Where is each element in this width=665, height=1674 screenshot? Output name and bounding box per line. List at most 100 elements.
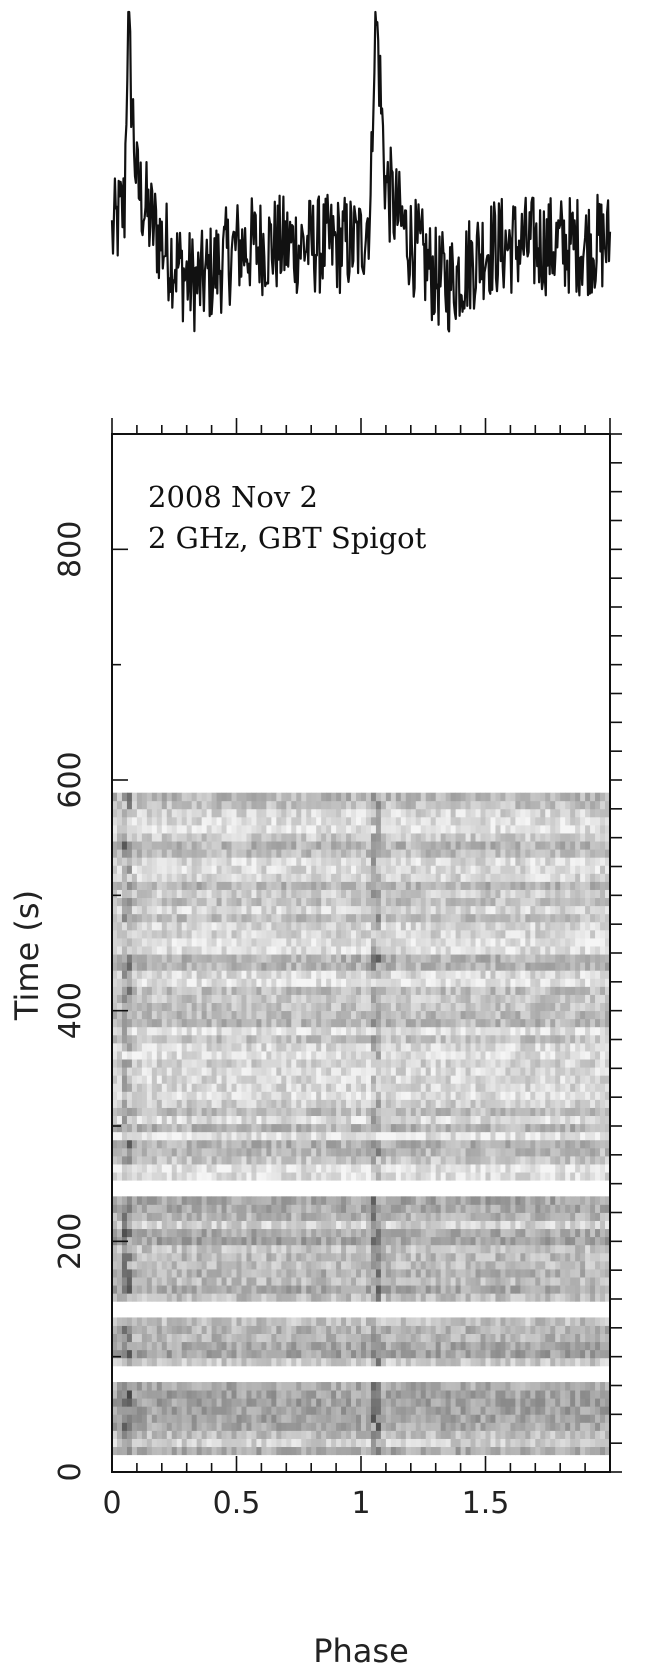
- heatmap-cell: [271, 1212, 277, 1221]
- heatmap-cell: [321, 1099, 327, 1108]
- heatmap-cell: [176, 1285, 183, 1294]
- heatmap-cell: [316, 1123, 322, 1133]
- heatmap-cell: [435, 1018, 442, 1028]
- heatmap-cell: [520, 1123, 526, 1133]
- heatmap-cell: [246, 1059, 252, 1068]
- heatmap-cell: [256, 1349, 262, 1359]
- heatmap-cell: [415, 1172, 422, 1181]
- heatmap-cell: [520, 1131, 526, 1141]
- heatmap-cell: [525, 1325, 531, 1334]
- heatmap-cell: [500, 1244, 506, 1254]
- heatmap-cell: [186, 1196, 193, 1205]
- heatmap-cell: [161, 1147, 168, 1157]
- heatmap-cell: [365, 1406, 372, 1415]
- heatmap-cell: [321, 1277, 327, 1286]
- heatmap-cell: [475, 1333, 481, 1343]
- heatmap-cell: [435, 1252, 442, 1262]
- heatmap-cell: [291, 1075, 297, 1084]
- heatmap-cell: [545, 1349, 551, 1359]
- heatmap-cell: [112, 1341, 118, 1351]
- heatmap-cell: [570, 1357, 576, 1367]
- heatmap-cell: [116, 1115, 123, 1125]
- heatmap-cell: [420, 1285, 427, 1294]
- heatmap-cell: [121, 1051, 128, 1060]
- heatmap-cell: [600, 1123, 606, 1133]
- heatmap-cell: [455, 1002, 461, 1012]
- heatmap-cell: [415, 1357, 422, 1367]
- heatmap-cell: [211, 1059, 217, 1068]
- heatmap-cell: [500, 1414, 506, 1423]
- heatmap-cell: [420, 1139, 427, 1149]
- heatmap-cell: [336, 1357, 342, 1367]
- heatmap-cell: [585, 1075, 591, 1084]
- heatmap-cell: [226, 1406, 232, 1415]
- heatmap-cell: [296, 1115, 302, 1125]
- heatmap-cell: [550, 1051, 556, 1060]
- heatmap-cell: [575, 1260, 581, 1270]
- heatmap-cell: [510, 1107, 516, 1117]
- heatmap-cell: [410, 1341, 417, 1351]
- heatmap-cell: [306, 1212, 312, 1221]
- heatmap-cell: [405, 1075, 412, 1084]
- heatmap-cell: [246, 1091, 252, 1100]
- heatmap-cell: [575, 1083, 581, 1092]
- heatmap-cell: [231, 1357, 237, 1367]
- heatmap-cell: [341, 1438, 347, 1448]
- heatmap-cell: [545, 1139, 551, 1149]
- heatmap-cell: [196, 1034, 203, 1044]
- heatmap-cell: [445, 1406, 452, 1415]
- heatmap-cell: [136, 1059, 143, 1068]
- heatmap-cell: [500, 1204, 506, 1213]
- heatmap-cell: [430, 1091, 437, 1100]
- heatmap-cell: [126, 1357, 133, 1367]
- heatmap-cell: [505, 1155, 511, 1165]
- heatmap-cell: [296, 1123, 302, 1133]
- heatmap-cell: [375, 1390, 382, 1399]
- heatmap-cell: [191, 1357, 198, 1367]
- heatmap-cell: [201, 1164, 208, 1173]
- heatmap-cell: [370, 1155, 377, 1165]
- heatmap-cell: [321, 1067, 327, 1076]
- heatmap-cell: [400, 1164, 407, 1173]
- heatmap-cell: [231, 1430, 237, 1439]
- heatmap-cell: [241, 1083, 247, 1092]
- heatmap-cell: [395, 1252, 402, 1262]
- heatmap-cell: [241, 1172, 247, 1181]
- heatmap-cell: [131, 1357, 138, 1367]
- heatmap-cell: [435, 1333, 442, 1343]
- heatmap-cell: [146, 1172, 153, 1181]
- heatmap-cell: [375, 1398, 382, 1407]
- heatmap-cell: [415, 1067, 422, 1076]
- heatmap-cell: [286, 1269, 292, 1278]
- heatmap-cell: [216, 1042, 222, 1052]
- heatmap-cell: [465, 1123, 471, 1133]
- heatmap-cell: [166, 1018, 173, 1028]
- heatmap-cell: [495, 1341, 501, 1351]
- heatmap-cell: [445, 1204, 452, 1213]
- heatmap-cell: [201, 1010, 208, 1020]
- heatmap-cell: [510, 1422, 516, 1431]
- heatmap-cell: [380, 1382, 387, 1391]
- heatmap-cell: [530, 1244, 536, 1254]
- heatmap-cell: [390, 1293, 397, 1302]
- heatmap-cell: [365, 1244, 372, 1254]
- heatmap-cell: [545, 1269, 551, 1278]
- heatmap-cell: [375, 1139, 382, 1149]
- heatmap-cell: [590, 1018, 596, 1028]
- heatmap-cell: [191, 1277, 198, 1286]
- heatmap-cell: [515, 1220, 521, 1230]
- heatmap-cell: [316, 1220, 322, 1230]
- heatmap-cell: [485, 1196, 491, 1205]
- heatmap-cell: [301, 1317, 307, 1326]
- heatmap-cell: [161, 1236, 168, 1246]
- heatmap-cell: [326, 1357, 332, 1367]
- heatmap-cell: [251, 1107, 257, 1117]
- heatmap-cell: [555, 1422, 561, 1431]
- heatmap-cell: [425, 1269, 432, 1278]
- heatmap-cell: [191, 1325, 198, 1334]
- heatmap-cell: [116, 1325, 123, 1334]
- heatmap-cell: [550, 1390, 556, 1399]
- heatmap-cell: [430, 1051, 437, 1060]
- heatmap-cell: [216, 1107, 222, 1117]
- heatmap-cell: [296, 1220, 302, 1230]
